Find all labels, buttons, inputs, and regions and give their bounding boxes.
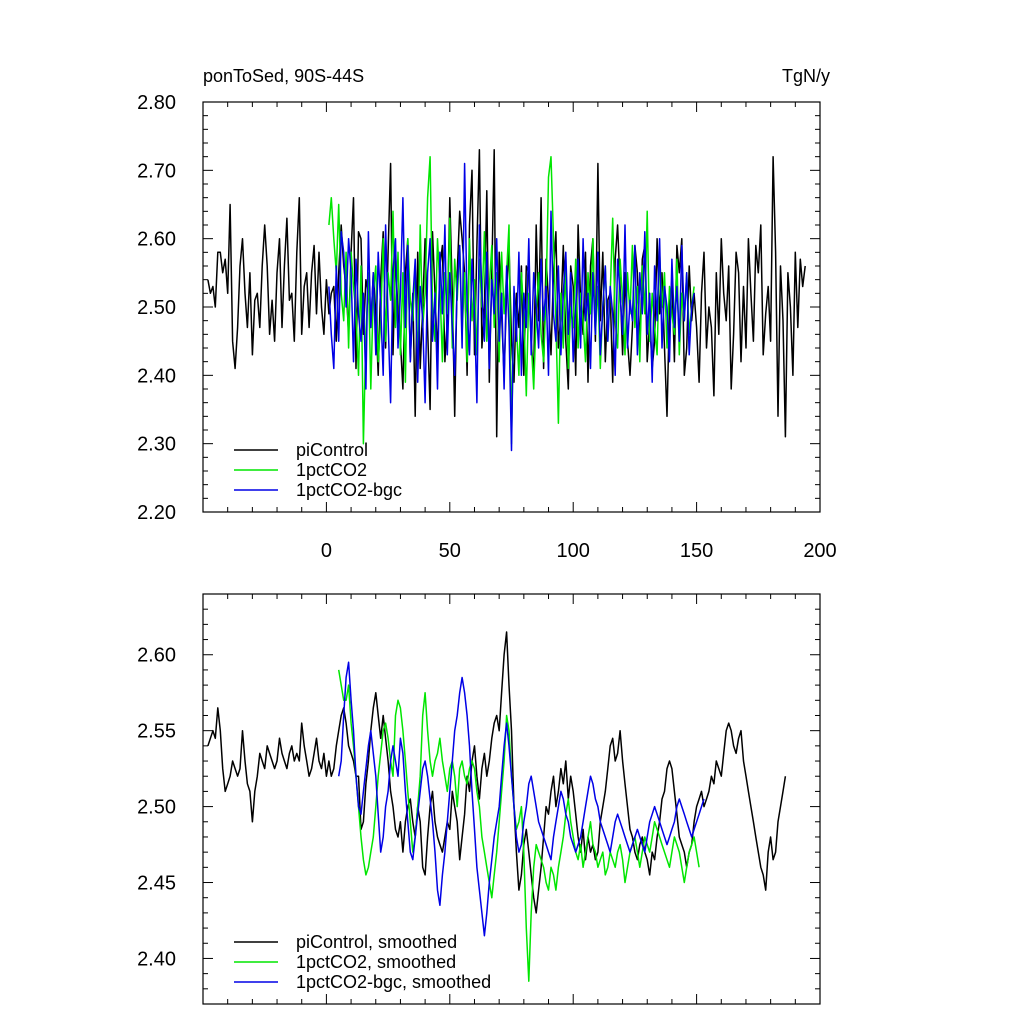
y-tick-label: 2.40 bbox=[137, 948, 176, 970]
y-tick-label: 2.40 bbox=[137, 365, 176, 387]
top-series-lines bbox=[207, 149, 806, 452]
series-line-1 bbox=[207, 631, 787, 914]
series-line-3 bbox=[337, 661, 705, 937]
top-panel: ponToSed, 90S-44S TgN/y 2.20 2.30 2.40 2.50… bbox=[137, 66, 837, 562]
x-tick-label: 200 bbox=[803, 540, 836, 562]
y-tick-label: 2.70 bbox=[137, 160, 176, 182]
y-tick-label: 2.45 bbox=[137, 873, 176, 895]
legend-label-2: 1pctCO2 bbox=[296, 460, 367, 480]
top-chart-units: TgN/y bbox=[782, 66, 830, 86]
legend-label-3: 1pctCO2-bgc bbox=[296, 480, 402, 500]
x-tick-label: 100 bbox=[557, 540, 590, 562]
x-tick-label: 150 bbox=[680, 540, 713, 562]
bottom-plot-frame bbox=[202, 593, 821, 1005]
top-axis-ticks: 2.20 2.30 2.40 2.50 2.60 2.70 2.80 0 50 100 150 200 bbox=[137, 92, 837, 562]
y-tick-label: 2.50 bbox=[137, 297, 176, 319]
bottom-panel: 2.40 2.45 2.50 2.55 2.60 piControl, smoothed… bbox=[137, 593, 821, 1005]
legend-label-1: piControl, smoothed bbox=[296, 932, 457, 952]
y-tick-label: 2.60 bbox=[137, 229, 176, 251]
x-tick-label: 50 bbox=[439, 540, 461, 562]
y-tick-label: 2.55 bbox=[137, 721, 176, 743]
x-tick-label: 0 bbox=[321, 540, 332, 562]
legend-label-1: piControl bbox=[296, 440, 368, 460]
y-tick-label: 2.60 bbox=[137, 645, 176, 667]
legend-label-3: 1pctCO2-bgc, smoothed bbox=[296, 972, 491, 992]
bottom-series-lines bbox=[207, 631, 787, 982]
y-tick-label: 2.50 bbox=[137, 797, 176, 819]
series-line-2 bbox=[337, 669, 700, 982]
y-tick-label: 2.20 bbox=[137, 502, 176, 524]
top-chart-title: ponToSed, 90S-44S bbox=[203, 66, 364, 86]
y-tick-label: 2.30 bbox=[137, 434, 176, 456]
series-line-3 bbox=[328, 162, 695, 452]
legend-label-2: 1pctCO2, smoothed bbox=[296, 952, 456, 972]
bottom-axis-ticks: 2.40 2.45 2.50 2.55 2.60 bbox=[137, 594, 821, 1005]
y-tick-label: 2.80 bbox=[137, 92, 176, 114]
